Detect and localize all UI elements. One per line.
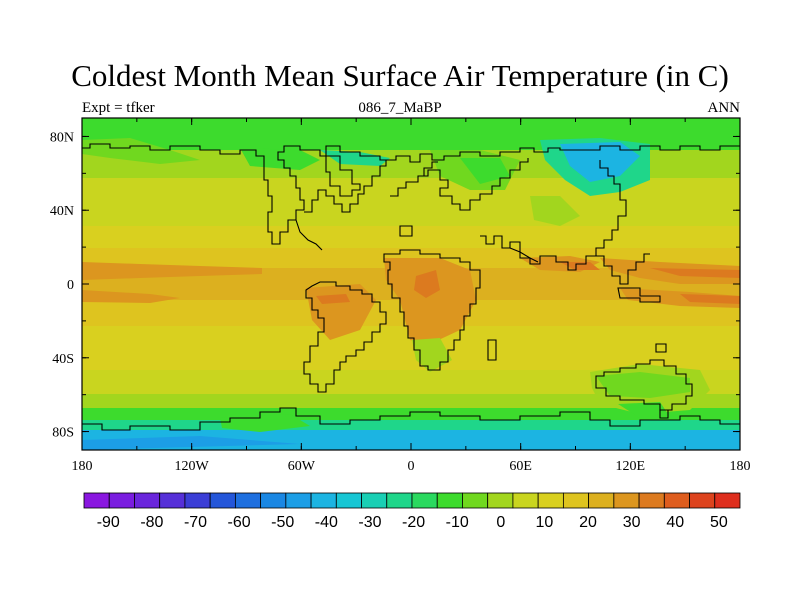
coast-new-guinea	[655, 343, 667, 353]
season-label: ANN	[707, 100, 741, 116]
colorbar-swatch	[588, 492, 615, 509]
x-tick-label: 180	[730, 459, 751, 474]
colorbar-label: 40	[666, 514, 684, 531]
colorbar-label: 10	[536, 514, 554, 531]
coast-north-america	[82, 143, 387, 245]
coast-eurasia-north	[386, 145, 740, 163]
coast-greenland	[325, 155, 361, 197]
y-tick-label: 80S	[52, 426, 74, 441]
colorbar-label: -80	[140, 514, 163, 531]
hot-tongue-south-pacific	[680, 294, 740, 304]
colorbar-swatch	[361, 492, 388, 509]
band-south-mid	[82, 394, 740, 410]
coast-south-america	[303, 281, 387, 393]
colorbar-label: -90	[97, 514, 120, 531]
y-tick-label: 0	[67, 278, 74, 293]
coast-madagascar	[487, 339, 497, 361]
experiment-label: Expt = tfker	[82, 100, 155, 116]
colorbar-label: 0	[496, 514, 505, 531]
warm-tongue-west-pacific	[82, 262, 262, 280]
colorbar-label: 50	[710, 514, 728, 531]
colorbar-label: 20	[579, 514, 597, 531]
colorbar-label: -20	[402, 514, 425, 531]
x-tick-label: 60W	[288, 459, 316, 474]
y-tick-label: 40N	[50, 204, 74, 219]
x-tick-label: 120E	[616, 459, 646, 474]
colorbar-swatch	[562, 492, 590, 509]
colorbar-label: 30	[623, 514, 641, 531]
south-africa-cool	[412, 338, 452, 372]
coast-africa	[383, 249, 481, 371]
colorbar-swatch	[487, 492, 514, 509]
colorbar-swatch	[108, 492, 135, 509]
colorbar-swatch	[537, 492, 564, 509]
coast-antarctica	[82, 407, 740, 431]
warm-tongue-south-pacific	[620, 288, 740, 308]
coast-arabia-asia	[480, 160, 627, 271]
x-tick-label: 60E	[509, 459, 532, 474]
coast-europe	[390, 158, 529, 211]
x-tick-label: 120W	[175, 459, 210, 474]
colorbar-label: -10	[446, 514, 469, 531]
x-tick-label: 0	[408, 459, 415, 474]
europe-cold	[460, 158, 510, 184]
colorbar-swatch	[335, 492, 362, 509]
india-hot	[560, 262, 600, 270]
colorbar-swatch	[83, 492, 110, 509]
colorbar-swatch	[512, 492, 539, 509]
coast-scandinavia	[418, 161, 438, 177]
north-america-cool	[82, 138, 200, 164]
tibet-cool	[530, 196, 580, 226]
colorbar-swatch	[386, 492, 413, 509]
colorbar-swatch	[638, 492, 665, 509]
coast-central-america	[295, 219, 323, 251]
colorbar-swatch	[285, 492, 312, 509]
africa-hot-core	[414, 270, 440, 298]
colorbar-label: -70	[184, 514, 207, 531]
south-america-hot	[316, 294, 350, 304]
colorbar-swatch	[462, 492, 489, 509]
colorbar-swatch	[613, 492, 640, 509]
greenland-cold	[240, 148, 320, 170]
coast-india	[509, 247, 539, 263]
band-north-temperate	[82, 178, 740, 228]
coastlines	[82, 143, 740, 431]
colorbar-swatch	[411, 492, 438, 509]
colorbar-swatch	[689, 492, 716, 509]
chart-title: Coldest Month Mean Surface Air Temperatu…	[71, 58, 729, 93]
colorbar: -90 -80 -70 -60 -50 -40 -30 -20 -10 0 10 20 30 40 50	[83, 492, 741, 531]
colorbar-label: -40	[315, 514, 338, 531]
colorbar-label: -30	[358, 514, 381, 531]
colorbar-swatch	[260, 492, 287, 509]
band-north-subtropic	[82, 226, 740, 250]
colorbar-swatch	[714, 492, 741, 509]
colorbar-swatch	[436, 492, 463, 509]
y-tick-label: 80N	[50, 130, 74, 145]
coast-australia	[595, 359, 693, 411]
colorbar-label: -60	[228, 514, 251, 531]
colorbar-swatch	[159, 492, 186, 509]
coast-north-atlantic-islands	[399, 225, 413, 237]
coast-tasmania	[659, 409, 669, 419]
coast-southeast-asia	[596, 253, 650, 285]
colorbar-swatch	[209, 492, 236, 509]
colorbar-label: -50	[271, 514, 294, 531]
coast-indonesia	[617, 287, 661, 303]
x-tick-label: 180	[72, 459, 93, 474]
period-label: 086_7_MaBP	[358, 100, 442, 116]
colorbar-swatch	[234, 492, 262, 509]
colorbar-swatch	[134, 492, 161, 509]
africa-warm	[384, 258, 476, 344]
y-tick-label: 40S	[52, 352, 74, 367]
arctic-patch	[320, 150, 390, 166]
hot-pool-pacific	[650, 268, 740, 278]
australia-cooler	[596, 372, 690, 398]
colorbar-swatch	[184, 492, 211, 509]
colorbar-swatch	[310, 492, 337, 509]
warm-tongue-east-pacific	[82, 290, 180, 303]
colorbar-swatch	[663, 492, 690, 509]
axis-ticks: 180 120W 60W 0 60E 120E 180 80N 40N 0 40S 80S	[50, 118, 751, 474]
antarctic-peninsula-cold	[618, 402, 668, 418]
